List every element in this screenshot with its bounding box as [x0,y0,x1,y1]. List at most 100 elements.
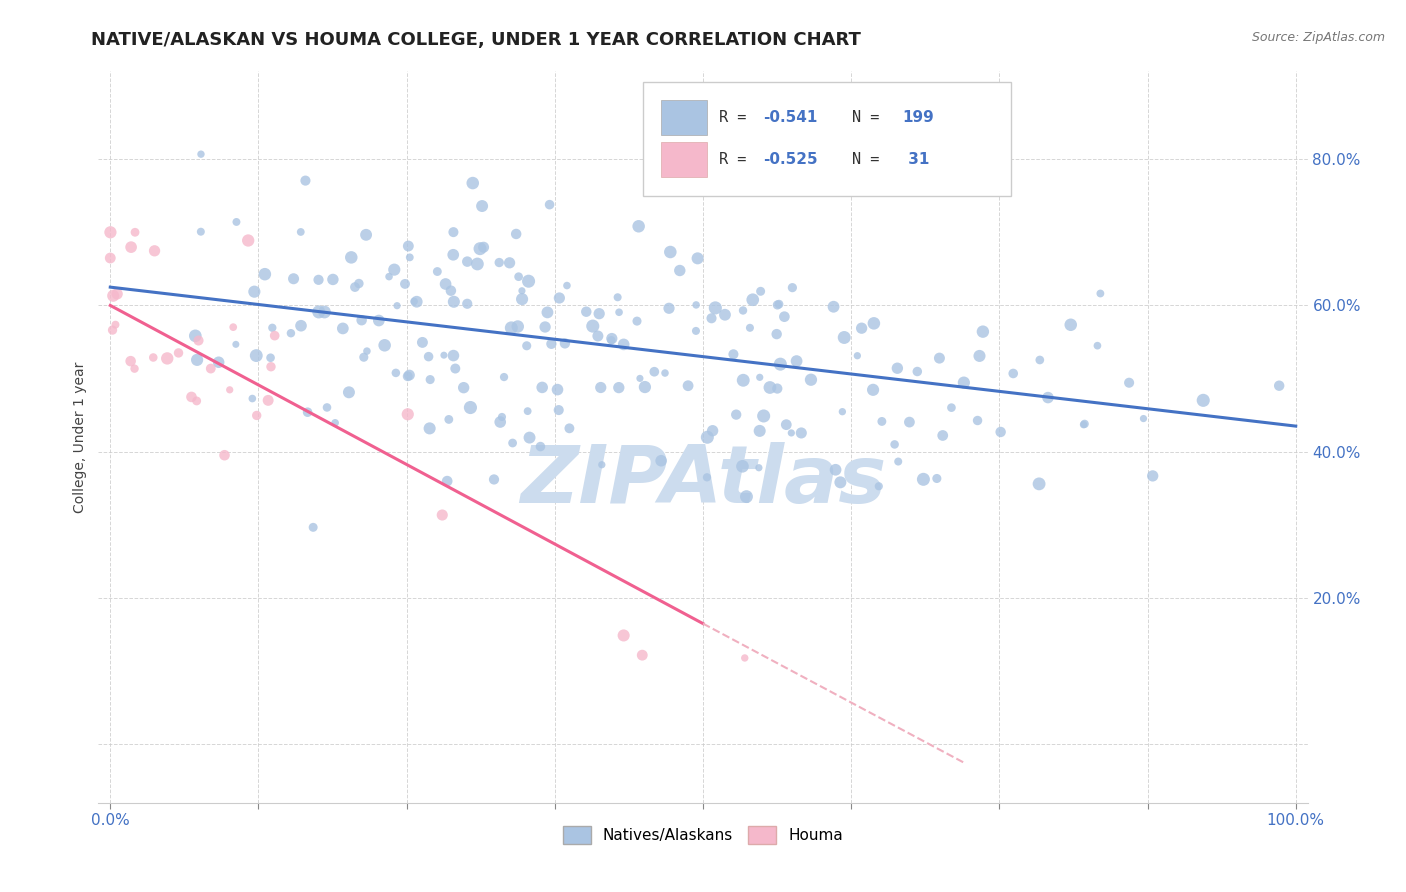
Point [780,425,803,440]
Point [607,381,630,395]
Point [394,277,416,291]
Point [685,298,707,312]
Point [558,421,581,435]
Point [253,267,276,281]
Point [547,403,569,417]
Point [733,373,755,387]
Point [1142,469,1164,483]
Point [419,421,441,435]
Point [768,297,790,311]
Point [586,329,609,343]
Point [385,299,408,313]
Point [1029,353,1052,368]
Point [765,327,787,342]
Point [222,320,245,334]
Point [547,383,569,397]
Point [225,215,247,229]
Point [536,305,558,319]
Point [966,413,988,427]
Point [259,351,281,365]
Point [516,404,538,418]
Point [398,368,420,382]
Point [294,173,316,187]
Point [517,274,540,288]
Point [773,310,796,324]
Point [731,303,754,318]
Point [167,346,190,360]
Point [506,319,529,334]
Point [456,297,478,311]
Text: N =: N = [852,110,879,125]
Point [396,239,419,253]
Point [433,348,456,362]
Point [823,300,845,314]
Point [658,301,681,316]
Point [501,321,523,335]
Point [418,350,440,364]
Point [631,648,654,662]
Point [519,431,541,445]
Point [700,311,723,326]
Point [752,409,775,423]
Point [702,424,724,438]
Point [668,263,690,277]
Point [498,256,520,270]
Point [436,474,458,488]
Point [124,361,146,376]
Point [105,286,128,301]
Point [367,313,389,327]
Point [378,269,401,284]
Point [404,294,426,309]
Point [472,240,495,254]
Point [337,385,360,400]
Point [246,409,269,423]
Point [540,336,562,351]
Point [555,278,578,293]
Point [1060,318,1083,332]
Point [184,328,207,343]
Point [1036,391,1059,405]
Point [606,290,628,304]
Point [766,298,789,312]
Point [98,251,121,265]
Point [704,301,727,315]
Point [883,437,905,451]
Point [1132,411,1154,425]
Point [491,409,513,424]
Point [769,357,792,371]
Point [308,305,330,319]
Point [190,147,212,161]
Point [600,333,623,347]
Y-axis label: College, Under 1 year: College, Under 1 year [73,361,87,513]
Point [1268,378,1291,392]
Point [654,366,676,380]
Point [775,417,797,432]
Point [343,280,366,294]
Point [627,219,650,234]
Point [124,225,146,239]
Point [626,314,648,328]
Point [440,284,463,298]
Point [731,459,754,474]
Point [104,318,127,332]
Point [607,305,630,319]
FancyBboxPatch shape [661,143,707,178]
Point [723,347,745,361]
Point [350,313,373,327]
Point [782,280,804,294]
Point [759,380,782,394]
Point [302,520,325,534]
Point [863,316,886,330]
Point [686,252,709,266]
Point [225,337,247,351]
Point [290,318,312,333]
Point [396,369,419,384]
Point [643,365,665,379]
Point [489,415,512,429]
Point [741,293,763,307]
Point [187,334,209,348]
Point [990,425,1012,439]
Point [529,440,551,454]
Point [332,321,354,335]
Point [238,234,260,248]
